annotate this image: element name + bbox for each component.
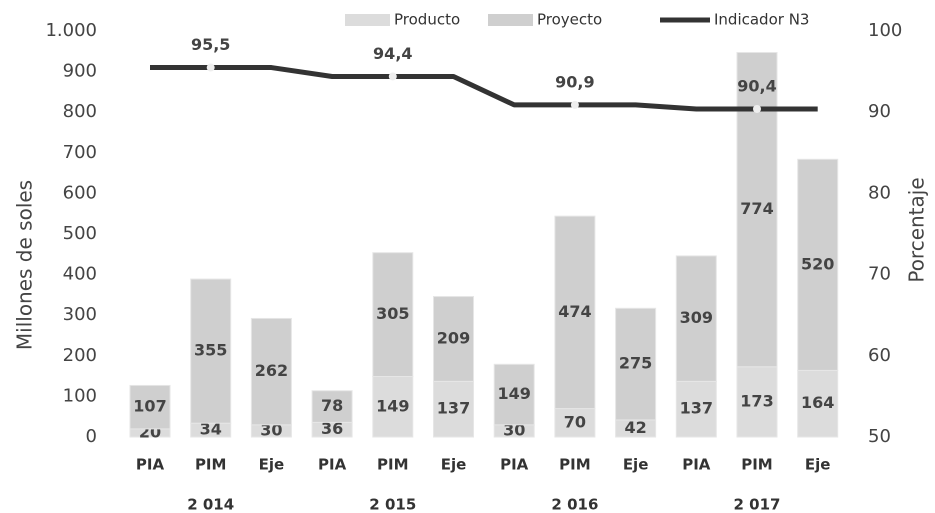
y-tick-label: 0 bbox=[86, 426, 97, 447]
line-value-label: 95,5 bbox=[191, 35, 230, 54]
y-tick-label: 200 bbox=[63, 345, 97, 366]
bar-segment bbox=[311, 390, 353, 423]
y-tick-label: 300 bbox=[63, 304, 97, 325]
bar-segment bbox=[797, 158, 839, 371]
bar-value-label: 36 bbox=[321, 419, 343, 438]
group-label: 2 014 bbox=[187, 496, 234, 513]
bar-segment bbox=[736, 366, 778, 438]
x-tick-label: Eje bbox=[441, 456, 467, 474]
line bbox=[150, 65, 818, 112]
y2-axis-title: Porcentaje bbox=[905, 177, 929, 282]
bar-segment bbox=[554, 215, 596, 410]
bar-value-label: 42 bbox=[624, 418, 646, 437]
line-marker bbox=[753, 104, 761, 113]
bar-value-label: 305 bbox=[376, 304, 409, 323]
line-marker bbox=[206, 63, 215, 72]
y-tick-label: 400 bbox=[63, 264, 97, 285]
line-value-label: 90,9 bbox=[555, 72, 594, 91]
bar-value-label: 34 bbox=[200, 420, 222, 439]
y-tick-label: 1.000 bbox=[45, 20, 97, 41]
bar-segment bbox=[493, 363, 535, 426]
bar-value-label: 355 bbox=[194, 341, 227, 360]
bar-value-label: 149 bbox=[376, 396, 409, 415]
bar-value-label: 275 bbox=[619, 354, 652, 373]
y2-tick-label: 70 bbox=[868, 264, 891, 285]
bar-segment bbox=[433, 296, 474, 382]
y-tick-label: 800 bbox=[63, 101, 97, 122]
bar-segment bbox=[372, 376, 414, 438]
x-tick-label: Eje bbox=[259, 456, 285, 474]
y2-tick-label: 100 bbox=[868, 20, 902, 41]
y2-tick-label: 50 bbox=[868, 426, 891, 447]
legend-swatch bbox=[345, 14, 390, 26]
group-label: 2 017 bbox=[734, 496, 781, 513]
group-label: 2 015 bbox=[369, 496, 416, 513]
bar-value-label: 78 bbox=[321, 396, 343, 415]
bar-value-label: 137 bbox=[437, 399, 470, 418]
x-tick-label: PIA bbox=[318, 456, 347, 474]
legend-label: Producto bbox=[394, 11, 460, 29]
x-tick-label: Eje bbox=[623, 456, 649, 474]
bar-value-label: 107 bbox=[133, 397, 166, 416]
bar-value-label: 774 bbox=[740, 199, 773, 218]
x-tick-label: Eje bbox=[805, 456, 831, 474]
x-tick-label: PIM bbox=[559, 456, 591, 474]
x-tick-label: PIM bbox=[195, 456, 227, 474]
bar-segment bbox=[129, 384, 171, 430]
y-tick-label: 700 bbox=[63, 142, 97, 163]
bar-value-label: 164 bbox=[801, 393, 834, 412]
bar-segment bbox=[736, 52, 778, 368]
legend-label: Proyecto bbox=[537, 11, 602, 29]
x-tick-label: PIA bbox=[500, 456, 529, 474]
bar-segment bbox=[190, 278, 232, 424]
bar-value-label: 137 bbox=[680, 399, 713, 418]
bar-segment bbox=[433, 380, 474, 438]
line-value-label: 90,4 bbox=[737, 76, 776, 95]
y2-tick-label: 90 bbox=[868, 101, 891, 122]
y-tick-label: 900 bbox=[63, 61, 97, 82]
legend-label: Indicador N3 bbox=[714, 11, 809, 29]
legend-swatch bbox=[488, 14, 533, 26]
bar-segment bbox=[250, 317, 292, 426]
bar-value-label: 209 bbox=[437, 328, 470, 347]
y2-tick-label: 80 bbox=[868, 182, 891, 203]
y-tick-label: 100 bbox=[63, 385, 97, 406]
bar-value-label: 520 bbox=[801, 254, 834, 273]
line-marker bbox=[570, 100, 579, 109]
y2-tick-label: 60 bbox=[868, 345, 891, 366]
bar-value-label: 70 bbox=[564, 412, 586, 431]
bar-segment bbox=[675, 380, 717, 438]
line-value-label: 94,4 bbox=[373, 44, 412, 63]
bar-segment bbox=[372, 252, 414, 378]
bar-value-label: 262 bbox=[255, 361, 288, 380]
y-axis-title: Millones de soles bbox=[13, 180, 37, 350]
y-tick-label: 500 bbox=[63, 223, 97, 244]
x-tick-label: PIM bbox=[377, 456, 409, 474]
bar-value-label: 149 bbox=[497, 384, 530, 403]
bar-value-label: 474 bbox=[558, 302, 591, 321]
line-marker bbox=[388, 72, 397, 81]
x-tick-label: PIA bbox=[136, 456, 165, 474]
bar-segment bbox=[675, 255, 717, 382]
bar-value-label: 173 bbox=[740, 391, 773, 410]
group-label: 2 016 bbox=[551, 496, 598, 513]
bar-segment bbox=[615, 307, 657, 421]
x-tick-label: PIA bbox=[682, 456, 711, 474]
x-tick-label: PIM bbox=[741, 456, 773, 474]
y-tick-label: 600 bbox=[63, 182, 97, 203]
bar-value-label: 309 bbox=[680, 308, 713, 327]
